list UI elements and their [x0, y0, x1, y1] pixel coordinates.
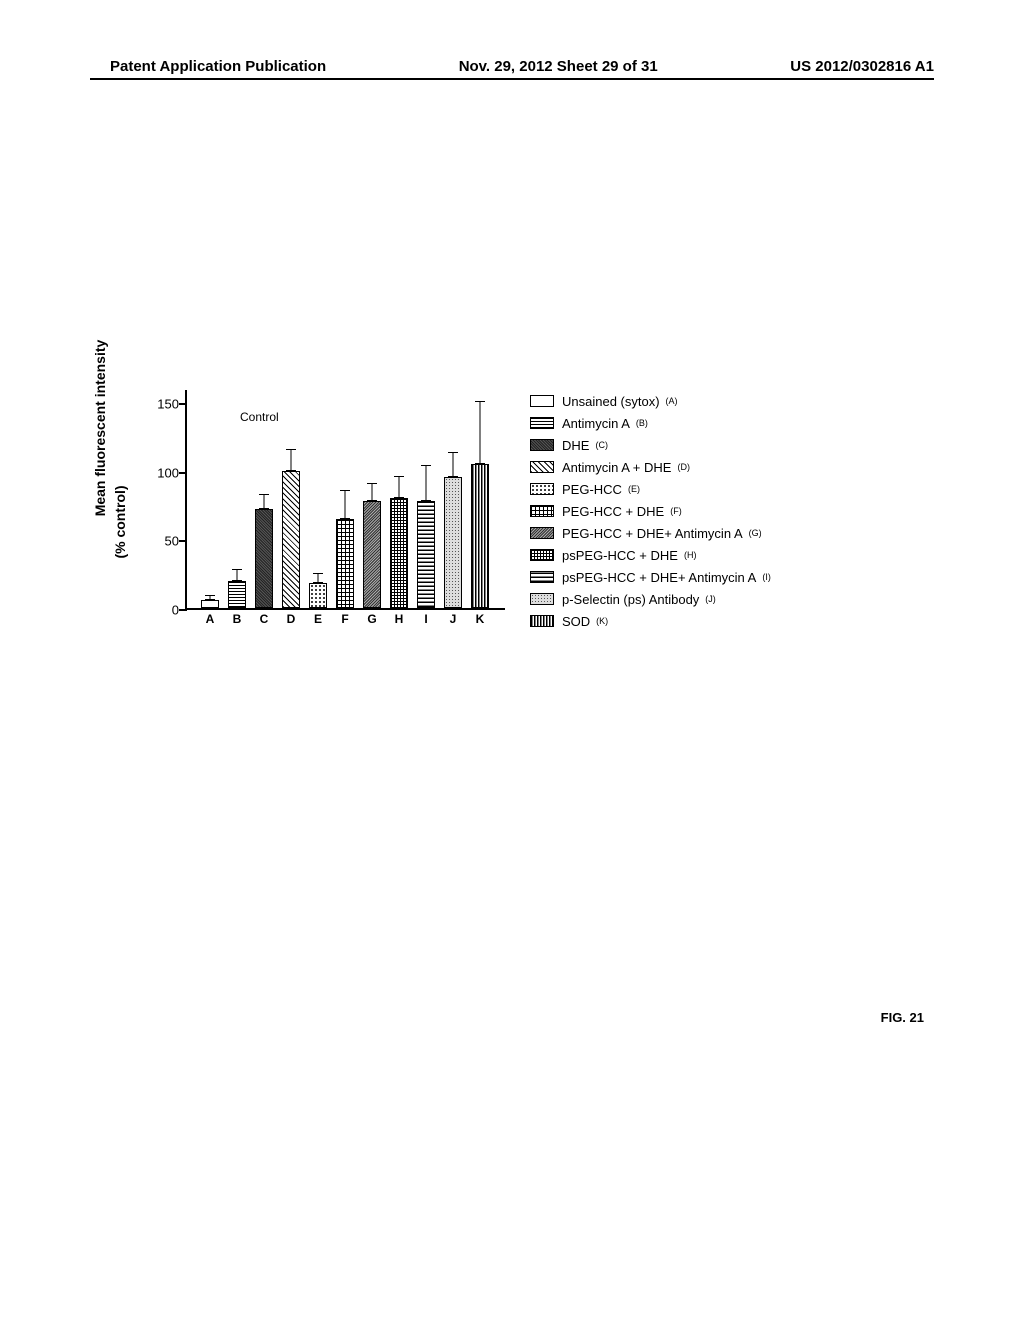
legend-label: Antimycin A	[562, 416, 630, 431]
legend-item: psPEG-HCC + DHE (H)	[530, 546, 771, 564]
ytick-label: 0	[147, 603, 179, 618]
legend-item: Unsained (sytox) (A)	[530, 392, 771, 410]
ytick-label: 150	[147, 396, 179, 411]
legend-swatch	[530, 417, 554, 429]
legend-label: PEG-HCC + DHE+ Antimycin A	[562, 526, 743, 541]
xlabel-H: H	[395, 612, 404, 626]
legend-key: (I)	[762, 572, 771, 582]
legend-item: SOD (K)	[530, 612, 771, 630]
bar-chart: 050100150ABCDEFGHIJK	[185, 390, 505, 610]
legend-label: psPEG-HCC + DHE	[562, 548, 678, 563]
legend-label: Unsained (sytox)	[562, 394, 660, 409]
legend-item: Antimycin A + DHE (D)	[530, 458, 771, 476]
legend-swatch	[530, 593, 554, 605]
bar-G	[363, 501, 381, 608]
bar-J	[444, 477, 462, 608]
legend-label: SOD	[562, 614, 590, 629]
legend-swatch	[530, 395, 554, 407]
xlabel-A: A	[206, 612, 215, 626]
legend-label: p-Selectin (ps) Antibody	[562, 592, 699, 607]
bar-C	[255, 509, 273, 608]
legend-swatch	[530, 615, 554, 627]
legend-label: Antimycin A + DHE	[562, 460, 671, 475]
xlabel-K: K	[476, 612, 485, 626]
legend-key: (D)	[677, 462, 690, 472]
legend: Unsained (sytox) (A) Antimycin A (B) DHE (C) A…	[530, 392, 771, 634]
legend-item: PEG-HCC + DHE+ Antimycin A (G)	[530, 524, 771, 542]
legend-key: (K)	[596, 616, 608, 626]
legend-label: psPEG-HCC + DHE+ Antimycin A	[562, 570, 756, 585]
xlabel-J: J	[450, 612, 457, 626]
legend-key: (H)	[684, 550, 697, 560]
xlabel-D: D	[287, 612, 296, 626]
legend-key: (E)	[628, 484, 640, 494]
legend-label: PEG-HCC	[562, 482, 622, 497]
ytick-label: 100	[147, 465, 179, 480]
legend-swatch	[530, 483, 554, 495]
figure-label: FIG. 21	[881, 1010, 924, 1025]
legend-label: DHE	[562, 438, 589, 453]
bar-F	[336, 519, 354, 608]
bar-E	[309, 583, 327, 608]
legend-swatch	[530, 571, 554, 583]
legend-key: (B)	[636, 418, 648, 428]
header-right: US 2012/0302816 A1	[790, 58, 934, 75]
legend-item: PEG-HCC (E)	[530, 480, 771, 498]
legend-item: PEG-HCC + DHE (F)	[530, 502, 771, 520]
bar-A	[201, 600, 219, 608]
bar-B	[228, 581, 246, 609]
bar-H	[390, 498, 408, 608]
xlabel-G: G	[367, 612, 376, 626]
legend-key: (A)	[666, 396, 678, 406]
xlabel-I: I	[424, 612, 427, 626]
legend-item: p-Selectin (ps) Antibody (J)	[530, 590, 771, 608]
legend-item: Antimycin A (B)	[530, 414, 771, 432]
legend-key: (J)	[705, 594, 716, 604]
header-left: Patent Application Publication	[110, 58, 326, 75]
legend-item: psPEG-HCC + DHE+ Antimycin A (I)	[530, 568, 771, 586]
legend-swatch	[530, 461, 554, 473]
bar-K	[471, 464, 489, 608]
bar-I	[417, 501, 435, 608]
xlabel-C: C	[260, 612, 269, 626]
legend-swatch	[530, 505, 554, 517]
legend-swatch	[530, 439, 554, 451]
legend-swatch	[530, 549, 554, 561]
legend-key: (G)	[749, 528, 762, 538]
xlabel-F: F	[341, 612, 348, 626]
page-header: Patent Application Publication Nov. 29, …	[0, 58, 1024, 75]
y-axis-label-1: Mean fluorescent intensity	[92, 340, 108, 517]
legend-item: DHE (C)	[530, 436, 771, 454]
header-rule	[90, 78, 934, 80]
y-axis-label-2: (% control)	[112, 485, 128, 558]
bar-D	[282, 471, 300, 609]
legend-key: (C)	[595, 440, 608, 450]
header-center: Nov. 29, 2012 Sheet 29 of 31	[459, 58, 658, 75]
legend-label: PEG-HCC + DHE	[562, 504, 664, 519]
xlabel-E: E	[314, 612, 322, 626]
ytick-label: 50	[147, 534, 179, 549]
legend-key: (F)	[670, 506, 682, 516]
xlabel-B: B	[233, 612, 242, 626]
legend-swatch	[530, 527, 554, 539]
